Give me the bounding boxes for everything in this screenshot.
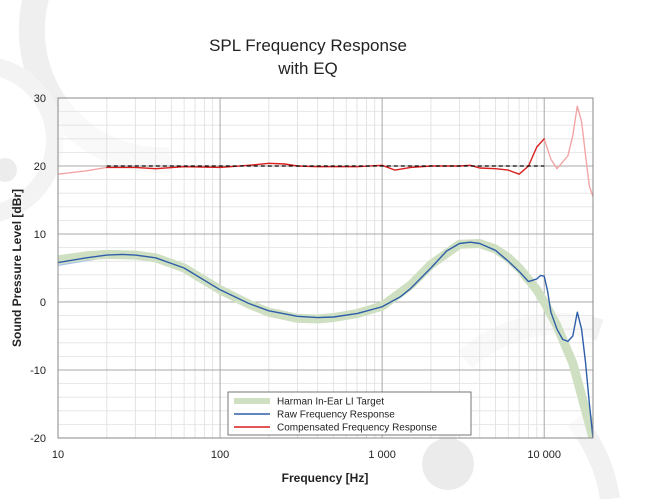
plot-background	[58, 98, 593, 438]
y-axis-label: Sound Pressure Level [dBr]	[10, 189, 24, 347]
x-tick-labels: 10 100 1 000 10 000	[52, 449, 561, 461]
raw-response-series-line	[58, 241, 593, 438]
x-tick-label: 1 000	[368, 449, 396, 461]
series-layer	[58, 105, 593, 438]
legend-label: Raw Frequency Response	[277, 410, 395, 421]
faded-extension-line	[58, 166, 107, 175]
legend-item-compensated: Compensated Frequency Response	[234, 423, 438, 434]
legend: Harman In-Ear LI Target Raw Frequency Res…	[227, 391, 472, 436]
legend-item-raw: Raw Frequency Response	[234, 410, 395, 421]
y-tick-label: -20	[30, 433, 46, 445]
y-tick-label: 10	[34, 229, 46, 241]
x-tick-label: 10	[52, 449, 64, 461]
legend-item-target: Harman In-Ear LI Target	[234, 397, 384, 408]
legend-label: Harman In-Ear LI Target	[277, 397, 384, 408]
y-tick-labels: 30 20 10 0 -10 -20	[30, 93, 46, 445]
plot-area	[57, 97, 594, 439]
chart-title: SPL Frequency Response with EQ	[209, 36, 407, 78]
x-tick-label: 100	[211, 449, 229, 461]
x-tick-label: 10 000	[527, 449, 561, 461]
y-tick-label: 30	[34, 93, 46, 105]
compensated-response-series-line	[106, 138, 545, 175]
chart-title-line-2: with EQ	[277, 59, 338, 78]
x-axis-label: Frequency [Hz]	[282, 471, 369, 485]
y-tick-label: 0	[40, 297, 46, 309]
y-tick-label: -10	[30, 365, 46, 377]
chart-title-line-1: SPL Frequency Response	[209, 36, 407, 55]
faded-extension-line	[543, 105, 593, 197]
legend-label: Compensated Frequency Response	[277, 423, 438, 434]
plot-frame	[57, 97, 594, 439]
y-tick-label: 20	[34, 161, 46, 173]
